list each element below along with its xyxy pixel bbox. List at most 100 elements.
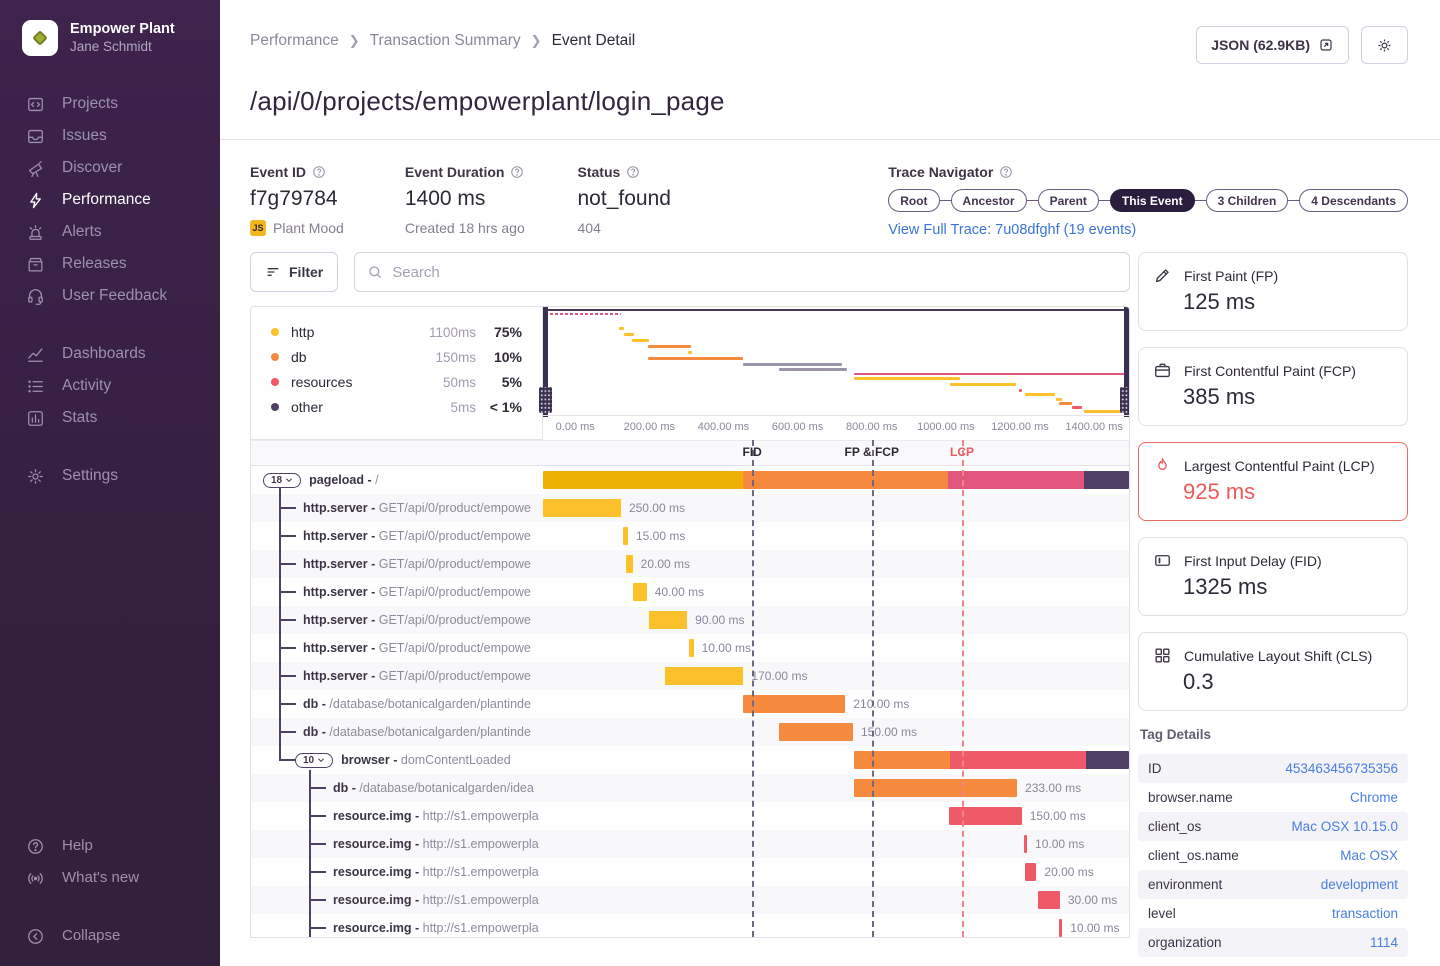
sidebar-item-performance[interactable]: Performance bbox=[0, 184, 220, 216]
search-input[interactable] bbox=[392, 263, 1117, 281]
span-toggle-chip[interactable]: 18 bbox=[263, 472, 302, 488]
span-bar[interactable] bbox=[665, 667, 744, 685]
axis-tick-label: 800.00 ms bbox=[846, 421, 898, 433]
minimap-left-handle[interactable] bbox=[539, 307, 552, 417]
trace-pill-parent[interactable]: Parent bbox=[1037, 189, 1099, 212]
span-bar[interactable] bbox=[1037, 891, 1060, 909]
span-bar[interactable] bbox=[543, 499, 621, 517]
span-row[interactable]: http.server - GET/api/0/product/empowe 40… bbox=[251, 578, 1129, 606]
span-bar[interactable] bbox=[632, 583, 647, 601]
span-bar[interactable] bbox=[1059, 919, 1063, 937]
trace-pill-root[interactable]: Root bbox=[888, 189, 940, 212]
span-bar[interactable] bbox=[743, 695, 846, 713]
span-row[interactable]: db - /database/botanicalgarden/idea 233.0… bbox=[251, 774, 1129, 802]
tag-value-link[interactable]: Team bbox=[1365, 964, 1398, 966]
tag-value-link[interactable]: Mac OSX bbox=[1340, 848, 1398, 863]
span-bar[interactable] bbox=[854, 779, 1018, 797]
help-icon[interactable] bbox=[510, 165, 524, 179]
sidebar-item-label: Collapse bbox=[62, 927, 121, 944]
span-row[interactable]: 10 browser - domContentLoaded bbox=[251, 746, 1129, 774]
duration-value: 1400 ms bbox=[404, 187, 486, 210]
sidebar-item-alerts[interactable]: Alerts bbox=[0, 216, 220, 248]
tag-value-link[interactable]: 453463456735356 bbox=[1285, 761, 1398, 776]
tag-value-link[interactable]: 1114 bbox=[1369, 935, 1398, 950]
filter-button[interactable]: Filter bbox=[250, 252, 339, 292]
sidebar-item-settings[interactable]: Settings bbox=[0, 460, 220, 492]
span-bar[interactable] bbox=[625, 555, 633, 573]
breadcrumb-item-performance[interactable]: Performance bbox=[250, 32, 339, 49]
span-row[interactable]: 18 pageload - / bbox=[251, 466, 1129, 494]
main-area: Performance ❯ Transaction Summary ❯ Event De… bbox=[220, 0, 1440, 966]
help-icon[interactable] bbox=[312, 165, 326, 179]
sidebar-item-releases[interactable]: Releases bbox=[0, 248, 220, 280]
span-row[interactable]: resource.img - http://s1.empowerpla 10.00… bbox=[251, 914, 1129, 937]
span-toggle-chip[interactable]: 10 bbox=[295, 752, 334, 768]
span-bar[interactable] bbox=[779, 723, 853, 741]
json-download-button[interactable]: JSON (62.9KB) bbox=[1196, 26, 1349, 64]
sidebar-item-discover[interactable]: Discover bbox=[0, 152, 220, 184]
minimap-right-handle[interactable] bbox=[1120, 307, 1129, 417]
minimap-span-bar bbox=[544, 313, 621, 315]
trace-minimap[interactable] bbox=[539, 307, 1129, 417]
span-bar[interactable] bbox=[623, 527, 628, 545]
sidebar-item-user-feedback[interactable]: User Feedback bbox=[0, 280, 220, 312]
trace-pill-3-children[interactable]: 3 Children bbox=[1205, 189, 1289, 212]
span-row[interactable]: resource.img - http://s1.empowerpla 30.00… bbox=[251, 886, 1129, 914]
span-row[interactable]: http.server - GET/api/0/product/empowe 10… bbox=[251, 634, 1129, 662]
span-bar[interactable] bbox=[854, 751, 1129, 769]
span-row[interactable]: db - /database/botanicalgarden/plantinde… bbox=[251, 718, 1129, 746]
sidebar-item-help[interactable]: Help bbox=[0, 830, 220, 862]
sidebar-item-stats[interactable]: Stats bbox=[0, 402, 220, 434]
span-bar[interactable] bbox=[649, 611, 688, 629]
trace-pill-this-event[interactable]: This Event bbox=[1109, 189, 1195, 212]
trace-pill-4-descendants[interactable]: 4 Descendants bbox=[1299, 189, 1408, 212]
span-description: http.server - GET/api/0/product/empowe bbox=[303, 529, 531, 543]
breadcrumb-item-event-detail[interactable]: Event Detail bbox=[551, 32, 636, 49]
span-row[interactable]: db - /database/botanicalgarden/plantinde… bbox=[251, 690, 1129, 718]
org-switcher[interactable]: Empower Plant Jane Schmidt bbox=[0, 16, 220, 66]
span-row[interactable]: resource.img - http://s1.empowerpla 150.0… bbox=[251, 802, 1129, 830]
span-lane: 210.00 ms bbox=[543, 690, 1129, 718]
sidebar-item-dashboards[interactable]: Dashboards bbox=[0, 338, 220, 370]
sidebar-collapse-button[interactable]: Collapse bbox=[0, 920, 220, 952]
help-icon[interactable] bbox=[626, 165, 640, 179]
settings-button[interactable] bbox=[1361, 26, 1408, 64]
span-description: db - /database/botanicalgarden/plantinde bbox=[303, 697, 531, 711]
legend-duration: 150ms bbox=[435, 349, 476, 365]
input-cursor-icon bbox=[1153, 551, 1172, 570]
span-bar[interactable] bbox=[688, 639, 694, 657]
span-row[interactable]: http.server - GET/api/0/product/empowe 17… bbox=[251, 662, 1129, 690]
sidebar-item-projects[interactable]: Projects bbox=[0, 88, 220, 120]
span-duration-label: 15.00 ms bbox=[635, 529, 686, 543]
span-bar[interactable] bbox=[1025, 863, 1037, 881]
view-full-trace-link[interactable]: View Full Trace: 7u08dfghf (19 events) bbox=[888, 222, 1137, 238]
span-row[interactable]: resource.img - http://s1.empowerpla 20.00… bbox=[251, 858, 1129, 886]
minimap-span-bar bbox=[854, 373, 1129, 375]
drag-grip-icon[interactable] bbox=[1120, 387, 1129, 413]
span-row[interactable]: http.server - GET/api/0/product/empowe 15… bbox=[251, 522, 1129, 550]
span-bar[interactable] bbox=[1024, 835, 1028, 853]
tag-value-link[interactable]: Mac OSX 10.15.0 bbox=[1291, 819, 1398, 834]
span-bar[interactable] bbox=[543, 471, 1129, 489]
help-icon[interactable] bbox=[999, 165, 1013, 179]
span-row[interactable]: resource.img - http://s1.empowerpla 10.00… bbox=[251, 830, 1129, 858]
span-row[interactable]: http.server - GET/api/0/product/empowe 20… bbox=[251, 550, 1129, 578]
tag-value-link[interactable]: Chrome bbox=[1349, 790, 1398, 805]
trace-pill-ancestor[interactable]: Ancestor bbox=[950, 189, 1027, 212]
span-row[interactable]: http.server - GET/api/0/product/empowe 25… bbox=[251, 494, 1129, 522]
drag-grip-icon[interactable] bbox=[539, 387, 552, 413]
tag-value-link[interactable]: development bbox=[1320, 877, 1398, 892]
tag-value-link[interactable]: transaction bbox=[1331, 906, 1398, 921]
span-row[interactable]: http.server - GET/api/0/product/empowe 90… bbox=[251, 606, 1129, 634]
pill-connector bbox=[1026, 199, 1038, 202]
sidebar-item-issues[interactable]: Issues bbox=[0, 120, 220, 152]
span-bar[interactable] bbox=[949, 807, 1022, 825]
breadcrumb-item-transaction-summary[interactable]: Transaction Summary bbox=[369, 32, 521, 49]
span-duration-label: 210.00 ms bbox=[853, 697, 910, 711]
sidebar-item-what-s-new[interactable]: What's new bbox=[0, 862, 220, 894]
span-tree-cell: db - /database/botanicalgarden/idea bbox=[251, 774, 543, 802]
vital-card-first-paint-fp: First Paint (FP) 125 ms bbox=[1138, 252, 1408, 331]
sidebar-item-activity[interactable]: Activity bbox=[0, 370, 220, 402]
span-bar-segment bbox=[947, 471, 1085, 489]
span-op: http.server - bbox=[303, 557, 376, 571]
